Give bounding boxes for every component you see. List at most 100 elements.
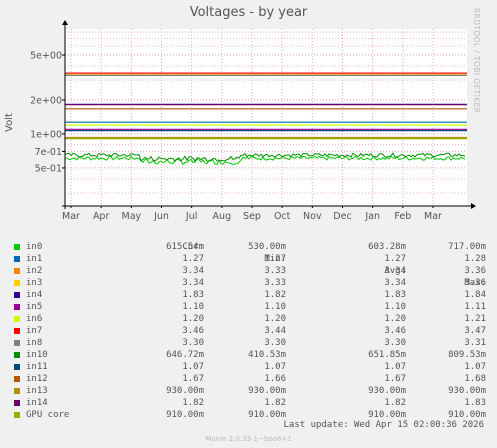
legend-avg: 3.34: [384, 266, 406, 276]
legend-swatch: [14, 328, 20, 334]
legend-swatch: [14, 352, 20, 358]
legend-swatch: [14, 316, 20, 322]
legend-swatch: [14, 388, 20, 394]
legend-max: 1.11: [464, 302, 486, 312]
legend-swatch: [14, 376, 20, 382]
legend-avg: 1.20: [384, 314, 406, 324]
legend-min: 3.33: [264, 266, 286, 276]
legend-avg: 3.30: [384, 338, 406, 348]
y-tick-label: 5e-01: [35, 163, 62, 174]
legend-max: 3.47: [464, 326, 486, 336]
legend-swatch: [14, 400, 20, 406]
x-tick-label: Sep: [243, 211, 261, 222]
legend-series-name: in1: [26, 254, 43, 264]
legend-cur: 1.67: [182, 374, 204, 384]
legend-row: in12 1.67 1.66 1.67 1.68: [12, 373, 490, 385]
legend-max: 3.36: [464, 278, 486, 288]
y-axis-arrow: [62, 20, 68, 25]
x-tick-label: Jun: [153, 211, 169, 222]
x-tick-label: Apr: [93, 211, 110, 222]
legend-series-name: in12: [26, 374, 48, 384]
legend-max: 1.07: [464, 362, 486, 372]
x-tick-label: Oct: [274, 211, 291, 222]
legend-max: 717.00m: [448, 242, 486, 252]
munin-version: Munin 2.0.33-1~bpo8+1: [205, 435, 292, 443]
chart-title: Voltages - by year: [189, 5, 308, 20]
legend-series-name: in7: [26, 326, 43, 336]
y-tick-label: 7e-01: [35, 147, 62, 158]
legend-avg: 3.34: [384, 278, 406, 288]
legend-cur: 1.82: [182, 398, 204, 408]
x-tick-label: Jul: [185, 211, 197, 222]
legend-avg: 1.82: [384, 398, 406, 408]
series-line: [64, 152, 466, 163]
legend-series-name: in2: [26, 266, 43, 276]
legend-cur: 3.34: [182, 278, 204, 288]
legend-max: 910.00m: [448, 410, 486, 420]
legend-avg: 1.07: [384, 362, 406, 372]
legend-min: 1.66: [264, 374, 286, 384]
x-tick-label: May: [122, 211, 142, 222]
legend-row: in1 1.27 1.27 1.27 1.28: [12, 253, 490, 265]
legend-cur: 930.00m: [166, 386, 204, 396]
legend-max: 1.84: [464, 290, 486, 300]
legend-series-name: in10: [26, 350, 48, 360]
x-tick-label: Feb: [394, 211, 411, 222]
legend-max: 1.28: [464, 254, 486, 264]
legend-series-name: in6: [26, 314, 43, 324]
x-tick-label: Dec: [333, 211, 351, 222]
legend-cur: 1.07: [182, 362, 204, 372]
last-update: Last update: Wed Apr 15 02:00:36 2026: [283, 420, 484, 430]
legend-rows: in0 615.54m 530.00m 603.28m 717.00m in1 1.27 1.…: [12, 241, 490, 421]
legend-cur: 646.72m: [166, 350, 204, 360]
legend-row: in4 1.83 1.82 1.83 1.84: [12, 289, 490, 301]
legend-cur: 910.00m: [166, 410, 204, 420]
legend-row: in3 3.34 3.33 3.34 3.36: [12, 277, 490, 289]
legend-avg: 1.67: [384, 374, 406, 384]
legend-row: in8 3.30 3.30 3.30 3.31: [12, 337, 490, 349]
legend-max: 809.53m: [448, 350, 486, 360]
legend-series-name: in3: [26, 278, 43, 288]
legend-min: 3.44: [264, 326, 286, 336]
legend-series-name: in0: [26, 242, 43, 252]
legend-header: Cur: Min: Avg: Max:: [12, 229, 490, 288]
legend-row: in2 3.34 3.33 3.34 3.36: [12, 265, 490, 277]
legend-row: in6 1.20 1.20 1.20 1.21: [12, 313, 490, 325]
y-tick-label: 5e+00: [30, 51, 62, 62]
legend-min: 1.20: [264, 314, 286, 324]
header-avg: Avg:: [384, 266, 406, 276]
legend-row: in14 1.82 1.82 1.82 1.83: [12, 397, 490, 409]
x-tick-label: Aug: [213, 211, 232, 222]
legend-avg: 651.85m: [368, 350, 406, 360]
legend-max: 3.36: [464, 266, 486, 276]
legend-max: 1.21: [464, 314, 486, 324]
legend-min: 1.82: [264, 398, 286, 408]
legend-cur: 1.20: [182, 314, 204, 324]
legend-series-name: GPU core: [26, 410, 70, 420]
legend-avg: 3.46: [384, 326, 406, 336]
legend-series-name: in5: [26, 302, 43, 312]
legend-cur: 3.46: [182, 326, 204, 336]
legend-cur: 615.54m: [166, 242, 204, 252]
x-tick-label: Mar: [62, 211, 80, 222]
legend-min: 1.07: [264, 362, 286, 372]
voltage-chart: 5e+00 2e+00 1e+00 7e-01 5e-01 Mar Apr May Jun Ju…: [30, 20, 476, 222]
legend-row: in11 1.07 1.07 1.07 1.07: [12, 361, 490, 373]
legend-row: in0 615.54m 530.00m 603.28m 717.00m: [12, 241, 490, 253]
header-max: Max:: [464, 278, 486, 288]
legend-avg: 930.00m: [368, 386, 406, 396]
legend-cur: 1.83: [182, 290, 204, 300]
series-lines: [64, 72, 467, 166]
legend-row: in5 1.10 1.10 1.10 1.11: [12, 301, 490, 313]
legend-cur: 1.27: [182, 254, 204, 264]
legend-swatch: [14, 256, 20, 262]
legend-avg: 910.00m: [368, 410, 406, 420]
legend-swatch: [14, 412, 20, 418]
legend-max: 1.68: [464, 374, 486, 384]
legend-max: 3.31: [464, 338, 486, 348]
y-tick-label: 1e+00: [30, 129, 62, 140]
legend-min: 1.10: [264, 302, 286, 312]
legend-row: GPU core 910.00m 910.00m 910.00m 910.00m: [12, 409, 490, 421]
legend-avg: 1.83: [384, 290, 406, 300]
legend-max: 930.00m: [448, 386, 486, 396]
